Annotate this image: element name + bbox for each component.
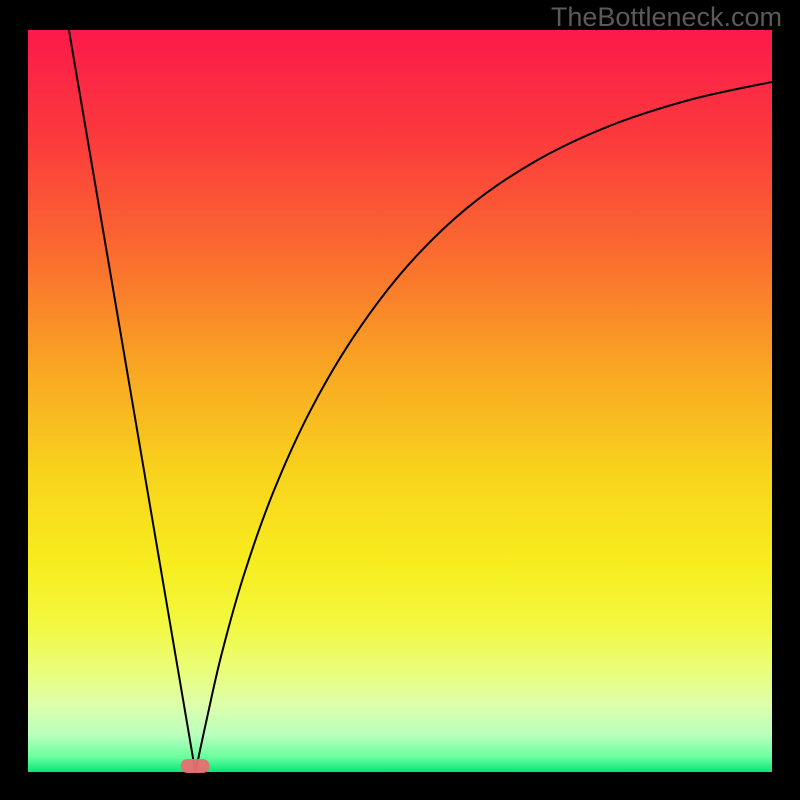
plot-svg: [28, 30, 772, 772]
plot-area: [28, 30, 772, 772]
minimum-marker: [181, 759, 210, 773]
bottleneck-curve: [69, 30, 772, 772]
watermark-text: TheBottleneck.com: [551, 2, 782, 33]
chart-stage: TheBottleneck.com: [0, 0, 800, 800]
